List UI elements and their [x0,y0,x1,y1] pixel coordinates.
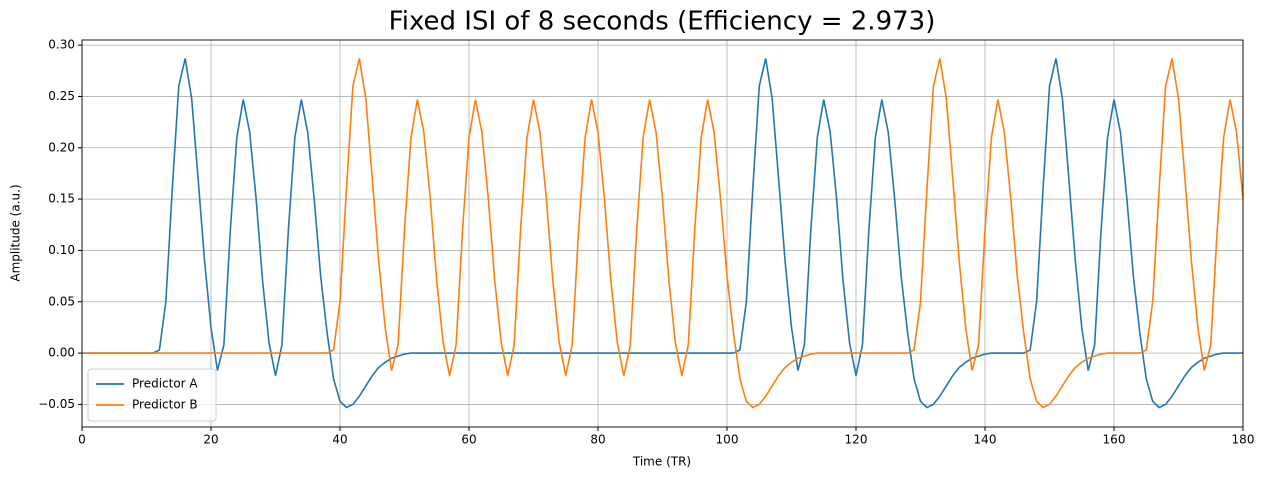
y-tick-label: −0.05 [38,397,75,411]
x-tick-label: 80 [590,433,605,447]
y-tick-label: 0.05 [48,294,75,308]
y-tick-label: 0.15 [48,192,75,206]
x-tick-label: 40 [332,433,347,447]
plot-frame [81,39,1244,428]
x-tick-label: 180 [1232,433,1255,447]
legend-box [87,368,217,422]
x-tick-label: 100 [716,433,739,447]
x-tick-label: 20 [203,433,218,447]
x-tick-label: 60 [461,433,476,447]
x-tick-label: 160 [1103,433,1126,447]
y-tick-label: 0.30 [48,38,75,52]
y-tick-label: 0.00 [48,346,75,360]
legend-label: Predictor A [132,377,198,391]
series-line [82,58,1243,409]
y-tick-label: 0.20 [48,140,75,154]
plot-lines [82,58,1243,409]
x-tick-label: 0 [78,433,86,447]
x-tick-label: 140 [974,433,997,447]
y-tick-label: 0.10 [48,243,75,257]
series-line [82,58,1243,409]
y-tick-label: 0.25 [48,89,75,103]
x-tick-label: 120 [845,433,868,447]
x-axis-label: Time (TR) [632,455,691,469]
y-axis-label: Amplitude (a.u.) [9,184,23,281]
chart-title: Fixed ISI of 8 seconds (Efficiency = 2.9… [389,7,936,37]
legend-label: Predictor B [132,398,198,412]
